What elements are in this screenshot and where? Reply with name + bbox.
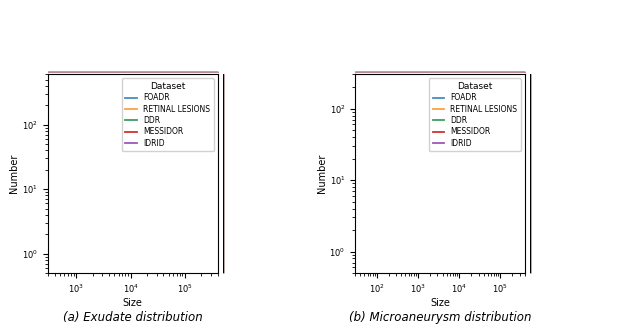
X-axis label: Size: Size xyxy=(123,298,143,308)
Text: (b) Microaneurysm distribution: (b) Microaneurysm distribution xyxy=(349,311,531,324)
Legend: FOADR, RETINAL LESIONS, DDR, MESSIDOR, IDRID: FOADR, RETINAL LESIONS, DDR, MESSIDOR, I… xyxy=(429,78,521,151)
Y-axis label: Number: Number xyxy=(10,154,19,193)
Legend: FOADR, RETINAL LESIONS, DDR, MESSIDOR, IDRID: FOADR, RETINAL LESIONS, DDR, MESSIDOR, I… xyxy=(122,78,214,151)
Y-axis label: Number: Number xyxy=(317,154,326,193)
Text: (a) Exudate distribution: (a) Exudate distribution xyxy=(63,311,203,324)
X-axis label: Size: Size xyxy=(430,298,450,308)
